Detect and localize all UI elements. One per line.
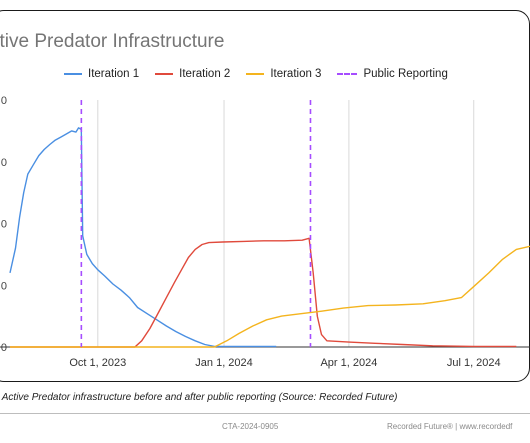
series-line-iteration-3 — [10, 245, 530, 348]
y-tick-label-3: 0 — [1, 157, 7, 169]
series-line-iteration-2 — [10, 237, 517, 348]
y-tick-label-0: 0 — [1, 342, 7, 354]
x-tick-label-jan-1-2024: Jan 1, 2024 — [195, 357, 253, 369]
y-tick-label-1: 0 — [1, 280, 7, 292]
chart-title: ctive Predator Infrastructure — [0, 31, 225, 52]
legend-item-iteration-2: Iteration 2 — [155, 68, 230, 80]
legend-swatch-iteration-3 — [246, 73, 265, 75]
y-tick-label-2: 0 — [1, 219, 7, 231]
legend-swatch-iteration-2 — [155, 73, 174, 75]
caption-text: Active Predator infrastructure before an… — [0, 392, 398, 403]
legend-item-iteration-3: Iteration 3 — [246, 68, 321, 80]
legend-label-public-reporting: Public Reporting — [363, 68, 448, 80]
footer-brand: Recorded Future® | www.recordedf — [387, 422, 513, 431]
legend-label-iteration-1: Iteration 1 — [88, 68, 140, 80]
series-line-iteration-1 — [9, 127, 277, 348]
figure-caption: : Active Predator infrastructure before … — [0, 392, 398, 403]
legend-label-iteration-3: Iteration 3 — [270, 68, 322, 80]
y-tick-label-4: 0 — [1, 95, 7, 107]
footer-document-id: CTA-2024-0905 — [222, 422, 279, 431]
x-tick-label-apr-1-2024: Apr 1, 2024 — [320, 357, 377, 369]
legend-swatch-public-reporting — [337, 73, 358, 75]
x-tick-label-jul-1-2024: Jul 1, 2024 — [447, 357, 501, 369]
footer-divider — [0, 413, 530, 414]
legend-item-iteration-1: Iteration 1 — [64, 68, 139, 80]
x-tick-label-oct-1-2023: Oct 1, 2023 — [69, 357, 126, 369]
legend-item-public-reporting: Public Reporting — [337, 68, 448, 80]
chart-legend: Iteration 1 Iteration 2 Iteration 3 Publ… — [64, 66, 464, 82]
legend-label-iteration-2: Iteration 2 — [179, 68, 231, 80]
legend-swatch-iteration-1 — [64, 73, 82, 75]
